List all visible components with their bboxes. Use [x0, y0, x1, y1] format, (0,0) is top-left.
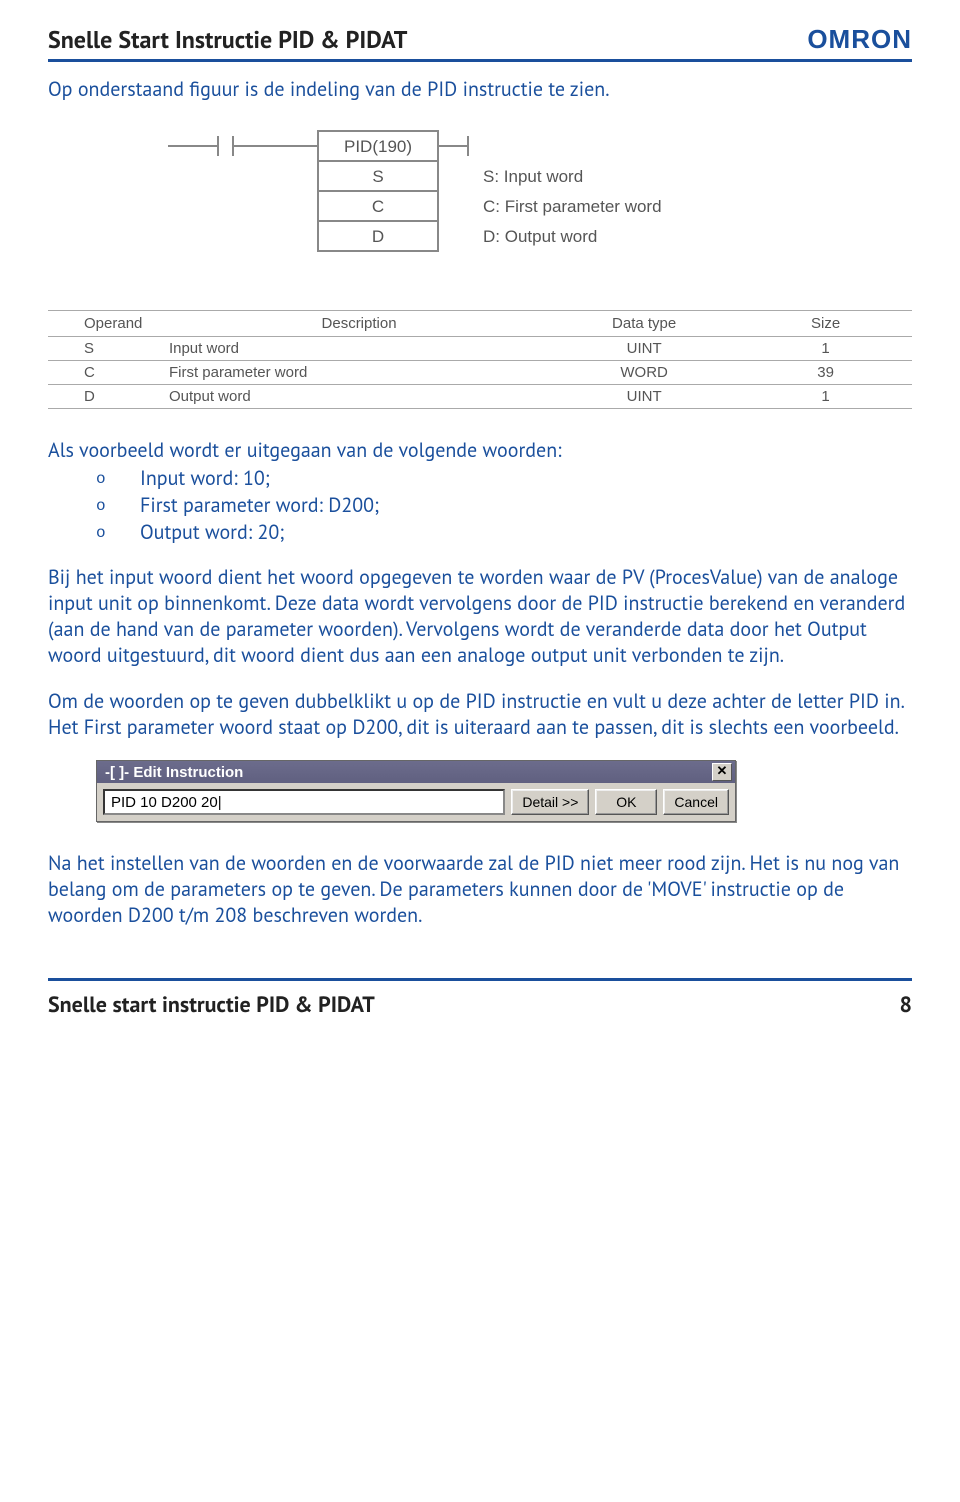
- list-item: Input word: 10;: [48, 465, 912, 492]
- page-number: 8: [900, 991, 912, 1019]
- col-description: Description: [169, 311, 549, 337]
- document-title: Snelle Start Instructie PID & PIDAT: [48, 24, 407, 55]
- pid-block-diagram: PID(190) S S: Input word C C: First para…: [168, 126, 912, 286]
- edit-instruction-dialog: -[ ]- Edit Instruction ✕ Detail >> OK Ca…: [96, 760, 736, 822]
- detail-button[interactable]: Detail >>: [511, 789, 589, 815]
- document-footer: Snelle start instructie PID & PIDAT 8: [48, 978, 912, 1019]
- brand-logo: OMRON: [807, 24, 912, 55]
- col-datatype: Data type: [549, 311, 739, 337]
- pid-legend-s: S: Input word: [483, 167, 583, 186]
- footer-title: Snelle start instructie PID & PIDAT: [48, 991, 375, 1019]
- col-size: Size: [739, 311, 912, 337]
- table-row: C First parameter word WORD 39: [48, 361, 912, 385]
- table-row: S Input word UINT 1: [48, 337, 912, 361]
- pid-legend-d: D: Output word: [483, 227, 597, 246]
- operand-table: Operand Description Data type Size S Inp…: [48, 310, 912, 409]
- intro-text: Op onderstaand figuur is de indeling van…: [48, 76, 912, 102]
- dialog-body: Detail >> OK Cancel: [97, 783, 735, 821]
- pid-block-title: PID(190): [344, 137, 412, 156]
- paragraph-2: Om de woorden op te geven dubbelklikt u …: [48, 688, 912, 740]
- pid-row-d: D: [372, 227, 384, 246]
- list-item: Output word: 20;: [48, 519, 912, 546]
- close-icon[interactable]: ✕: [712, 763, 732, 781]
- table-row: D Output word UINT 1: [48, 385, 912, 409]
- table-header-row: Operand Description Data type Size: [48, 311, 912, 337]
- example-intro: Als voorbeeld wordt er uitgegaan van de …: [48, 437, 912, 463]
- instruction-input[interactable]: [103, 789, 505, 815]
- dialog-titlebar: -[ ]- Edit Instruction ✕: [97, 761, 735, 783]
- document-header: Snelle Start Instructie PID & PIDAT OMRO…: [48, 24, 912, 62]
- example-list: Input word: 10; First parameter word: D2…: [48, 465, 912, 546]
- list-item: First parameter word: D200;: [48, 492, 912, 519]
- pid-row-s: S: [372, 167, 383, 186]
- pid-row-c: C: [372, 197, 384, 216]
- ok-button[interactable]: OK: [595, 789, 657, 815]
- paragraph-1: Bij het input woord dient het woord opge…: [48, 564, 912, 668]
- cancel-button[interactable]: Cancel: [663, 789, 729, 815]
- paragraph-3: Na het instellen van de woorden en de vo…: [48, 850, 912, 928]
- pid-legend-c: C: First parameter word: [483, 197, 662, 216]
- col-operand: Operand: [48, 311, 169, 337]
- dialog-title: -[ ]- Edit Instruction: [105, 764, 243, 781]
